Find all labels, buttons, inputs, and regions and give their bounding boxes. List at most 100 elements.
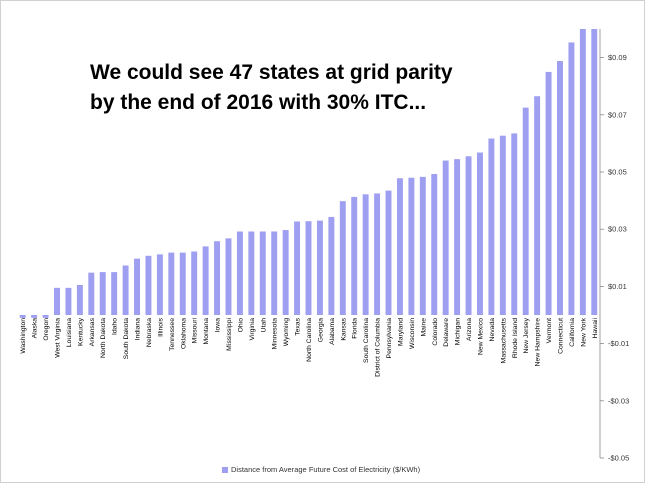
bar-nebraska	[145, 255, 152, 315]
category-label: Michigan	[455, 318, 462, 345]
category-label: Florida	[352, 318, 359, 339]
category-labels-group: Washington Alaska Oregon West Virginia Louis…	[20, 317, 599, 377]
category-label: South Dakota	[123, 318, 130, 359]
category-label: South Carolina	[363, 318, 370, 363]
bar-tennessee	[168, 252, 175, 315]
y-tick-label: $0.09	[608, 53, 627, 62]
bar-hawaii	[591, 29, 598, 315]
category-label: Louisiana	[66, 318, 73, 347]
category-label: Nebraska	[146, 318, 153, 347]
bar-michigan	[454, 159, 461, 315]
bar-arkansas	[88, 272, 95, 315]
category-label: California	[569, 318, 576, 347]
y-tick-label: $0.05	[608, 168, 627, 177]
bar-maryland	[396, 178, 403, 315]
category-label: Alaska	[32, 318, 39, 339]
bar-new-hampshire	[534, 96, 541, 316]
category-label: Arizona	[466, 318, 473, 341]
bar-louisiana	[65, 287, 72, 315]
bar-delaware	[442, 160, 449, 315]
bar-arizona	[465, 156, 472, 315]
bar-wisconsin	[408, 177, 415, 315]
bar-washington	[19, 315, 26, 318]
category-label: Idaho	[112, 318, 119, 335]
bar-colorado	[431, 174, 438, 315]
bar-vermont	[545, 71, 552, 316]
bars-group	[19, 29, 598, 318]
bar-florida	[351, 196, 358, 315]
bar-north-dakota	[99, 272, 106, 315]
legend-label: Distance from Average Future Cost of Ele…	[231, 465, 421, 474]
category-label: New Mexico	[477, 318, 484, 355]
category-label: Hawaii	[592, 318, 599, 339]
category-label: Iowa	[215, 318, 222, 333]
category-label: Oregon	[43, 318, 50, 341]
bar-maine	[419, 176, 426, 315]
bar-illinois	[156, 254, 163, 315]
category-label: Kansas	[340, 317, 347, 340]
category-label: Pennsylvania	[386, 318, 393, 359]
bar-wyoming	[282, 230, 289, 315]
bar-new-jersey	[522, 107, 529, 316]
bar-minnesota	[271, 231, 278, 315]
bar-west-virginia	[54, 287, 60, 315]
category-label: Massachusetts	[500, 317, 507, 363]
bar-iowa	[214, 241, 221, 315]
bar-montana	[202, 246, 209, 315]
bar-idaho	[111, 272, 118, 315]
headline: We could see 47 states at grid parity by…	[90, 58, 470, 118]
category-label: Kentucky	[77, 317, 84, 346]
bar-massachusetts	[499, 135, 506, 315]
category-label: Virginia	[249, 318, 256, 341]
category-label: Delaware	[443, 318, 450, 347]
category-label: West Virginia	[55, 318, 62, 358]
headline-line-2: by the end of 2016 with 30% ITC...	[90, 91, 427, 114]
category-label: Arkansas	[89, 317, 96, 346]
category-label: District of Columbia	[375, 318, 382, 377]
bar-connecticut	[557, 61, 563, 315]
bar-pennsylvania	[385, 190, 392, 315]
bar-nevada	[488, 138, 495, 315]
bar-virginia	[248, 231, 255, 315]
bar-south-carolina	[362, 194, 369, 315]
bar-mississippi	[225, 238, 232, 315]
category-label: Utah	[260, 318, 267, 333]
category-label: Montana	[203, 318, 210, 345]
bar-district-of-columbia	[374, 193, 381, 315]
bar-missouri	[191, 251, 198, 315]
category-label: New Jersey	[523, 317, 530, 353]
category-label: New Hampshire	[535, 318, 542, 367]
bar-north-carolina	[305, 221, 312, 315]
bar-south-dakota	[122, 265, 129, 315]
category-label: Washington	[20, 318, 27, 354]
category-label: Texas	[295, 317, 302, 335]
y-tick-label: $0.07	[608, 110, 627, 119]
bar-new-york	[579, 29, 586, 315]
category-label: Ohio	[237, 318, 244, 333]
category-label: Wyoming	[283, 318, 290, 346]
category-label: Nevada	[489, 318, 496, 342]
bar-utah	[259, 231, 266, 315]
category-label: Tennessee	[169, 318, 176, 351]
category-label: Mississippi	[226, 318, 233, 351]
headline-line-1: We could see 47 states at grid parity	[90, 61, 453, 84]
bar-georgia	[316, 220, 323, 315]
category-label: Georgia	[317, 318, 324, 342]
y-tick-label: -$0.05	[608, 454, 629, 463]
legend-swatch	[222, 467, 228, 474]
bar-new-mexico	[477, 152, 483, 315]
bar-kentucky	[76, 284, 83, 315]
bar-alabama	[328, 216, 335, 315]
category-label: Vermont	[546, 318, 553, 343]
bar-ohio	[236, 231, 243, 315]
category-label: Indiana	[135, 318, 142, 341]
category-label: Illinois	[157, 317, 164, 336]
category-label: Wisconsin	[409, 318, 416, 349]
category-label: Maine	[420, 318, 427, 337]
category-label: North Dakota	[100, 318, 107, 358]
category-label: North Carolina	[306, 318, 313, 362]
category-label: Maryland	[397, 318, 404, 346]
bar-texas	[294, 221, 301, 315]
category-label: Missouri	[192, 318, 199, 344]
category-label: Connecticut	[557, 318, 564, 354]
